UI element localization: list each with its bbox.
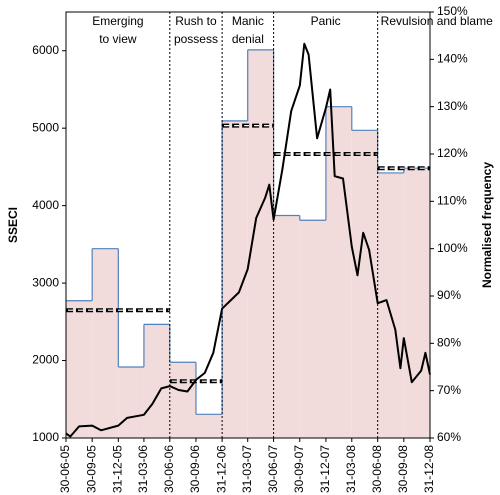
y-tick-label: 2000	[32, 353, 59, 367]
phase-label: Manic	[232, 14, 264, 28]
y2-tick-label: 110%	[437, 194, 467, 208]
histogram-bar	[92, 248, 119, 438]
phase-label: Revulsion and blame	[381, 14, 493, 28]
x-tick-label: 31-12-06	[214, 445, 228, 493]
y2-tick-label: 60%	[437, 430, 461, 444]
histogram-bar	[351, 130, 378, 439]
x-tick-label: 31-03-08	[344, 445, 358, 493]
phase-label: Panic	[311, 14, 341, 28]
histogram-bar	[325, 106, 352, 439]
x-tick-label: 30-06-08	[370, 445, 384, 493]
x-tick-label: 31-03-07	[240, 445, 254, 493]
histogram-bar	[143, 324, 170, 438]
x-tick-label: 31-12-05	[110, 445, 124, 493]
x-tick-label: 30-09-05	[84, 445, 98, 493]
y2-tick-label: 70%	[437, 383, 461, 397]
x-tick-label: 30-06-05	[58, 445, 72, 493]
y2-tick-label: 150%	[437, 4, 468, 18]
y-axis-title: SSECI	[6, 207, 20, 243]
histogram-bar	[403, 168, 430, 438]
y-tick-label: 4000	[32, 198, 59, 212]
phase-label: denial	[232, 32, 264, 46]
y2-tick-label: 90%	[437, 288, 461, 302]
y2-tick-label: 80%	[437, 336, 461, 350]
x-tick-label: 30-09-07	[292, 445, 306, 493]
x-tick-label: 30-09-08	[396, 445, 410, 493]
x-tick-label: 31-12-08	[422, 445, 436, 493]
phase-label: Rush to	[175, 14, 217, 28]
y-tick-label: 1000	[32, 430, 59, 444]
phase-label: Emerging	[92, 14, 143, 28]
y-tick-label: 3000	[32, 275, 59, 289]
sseci-line	[65, 42, 431, 438]
histogram-bar	[169, 362, 196, 438]
histogram-bar	[118, 367, 144, 438]
phase-label: possess	[174, 32, 218, 46]
x-tick-label: 30-06-07	[266, 445, 280, 493]
y-tick-label: 6000	[32, 43, 59, 57]
histogram-bar	[299, 220, 326, 438]
y2-tick-label: 130%	[437, 99, 468, 113]
histogram-bar	[377, 172, 404, 438]
y2-tick-label: 100%	[437, 241, 468, 255]
histogram-bar	[66, 300, 93, 438]
x-tick-label: 31-03-06	[136, 445, 150, 493]
histogram-bar	[195, 414, 223, 438]
x-tick-label: 30-06-06	[162, 445, 176, 493]
phase-label: to view	[99, 32, 137, 46]
y2-tick-label: 120%	[437, 146, 468, 160]
y-tick-label: 5000	[32, 120, 59, 134]
y2-axis-title: Normalised frequency	[480, 162, 494, 288]
y2-tick-label: 140%	[437, 52, 468, 66]
x-tick-label: 31-12-07	[318, 445, 332, 493]
histogram-bar	[273, 215, 300, 438]
x-tick-label: 30-09-06	[188, 445, 202, 493]
